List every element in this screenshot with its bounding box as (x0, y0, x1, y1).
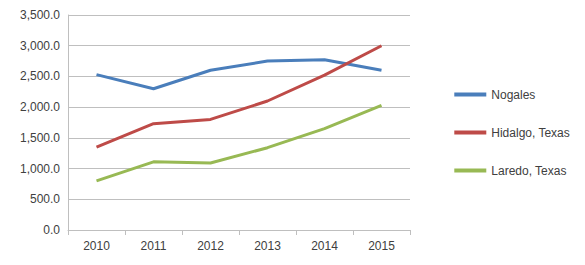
svg-text:Laredo, Texas: Laredo, Texas (491, 164, 566, 178)
svg-text:2012: 2012 (197, 239, 224, 253)
svg-text:0.0: 0.0 (43, 223, 60, 237)
svg-text:2013: 2013 (254, 239, 281, 253)
svg-text:2014: 2014 (311, 239, 338, 253)
svg-text:500.0: 500.0 (30, 192, 60, 206)
svg-text:1,000.0: 1,000.0 (20, 162, 60, 176)
svg-text:2,500.0: 2,500.0 (20, 69, 60, 83)
svg-text:2,000.0: 2,000.0 (20, 100, 60, 114)
svg-text:3,500.0: 3,500.0 (20, 8, 60, 22)
svg-text:2015: 2015 (368, 239, 395, 253)
svg-text:2010: 2010 (83, 239, 110, 253)
svg-text:Nogales: Nogales (491, 88, 535, 102)
svg-text:3,000.0: 3,000.0 (20, 39, 60, 53)
svg-text:Hidalgo, Texas: Hidalgo, Texas (491, 126, 570, 140)
svg-text:1,500.0: 1,500.0 (20, 131, 60, 145)
svg-text:2011: 2011 (141, 239, 167, 253)
